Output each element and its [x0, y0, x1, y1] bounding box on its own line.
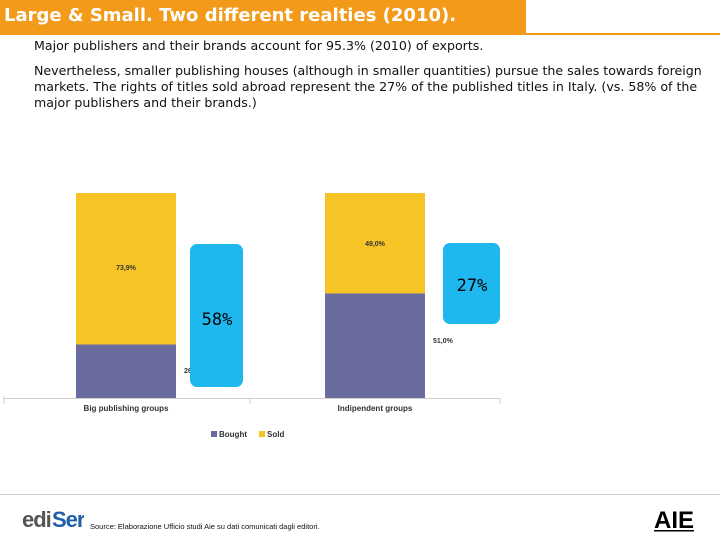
callout-box-1: [443, 243, 500, 324]
bar-sold-1: [325, 193, 425, 294]
data-label: 49,0%: [365, 241, 386, 248]
slide-title: Large & Small. Two different realties (2…: [4, 5, 457, 26]
callout-label-1: 27%: [457, 276, 488, 296]
svg-text:Ser: Ser: [52, 507, 84, 532]
title-bar: Large & Small. Two different realties (2…: [0, 0, 526, 35]
data-label: 73,9%: [116, 265, 137, 272]
bar-sold-0: [76, 193, 176, 345]
legend-label-sold: Sold: [267, 430, 284, 439]
svg-text:AIE: AIE: [654, 507, 694, 534]
legend-swatch-sold: [259, 431, 265, 437]
chart-svg: 26,1%73,9%Big publishing groups51,0%49,0…: [3, 193, 501, 439]
callout-box-0: [190, 244, 243, 387]
legend-label-bought: Bought: [219, 430, 247, 439]
paragraph-exports: Major publishers and their brands accoun…: [34, 38, 484, 53]
x-tick-label: Big publishing groups: [84, 404, 169, 413]
paragraph-small-publishers: Nevertheless, smaller publishing houses …: [34, 63, 702, 110]
bar-bought-0: [76, 344, 176, 398]
stacked-bar-chart: 26,1%73,9%Big publishing groups51,0%49,0…: [0, 180, 520, 450]
source-note: Source: Elaborazione Ufficio studi Aie s…: [90, 522, 320, 531]
ediser-logo: edi Ser: [22, 506, 87, 536]
legend-swatch-bought: [211, 431, 217, 437]
svg-text:edi: edi: [22, 507, 51, 532]
aie-logo: AIE: [652, 504, 696, 538]
callout-label-0: 58%: [202, 310, 233, 330]
title-underline: [526, 33, 720, 35]
x-tick-label: Indipendent groups: [338, 404, 413, 413]
data-label: 51,0%: [433, 338, 454, 345]
footer-divider: [0, 494, 720, 495]
bar-bought-1: [325, 293, 425, 398]
